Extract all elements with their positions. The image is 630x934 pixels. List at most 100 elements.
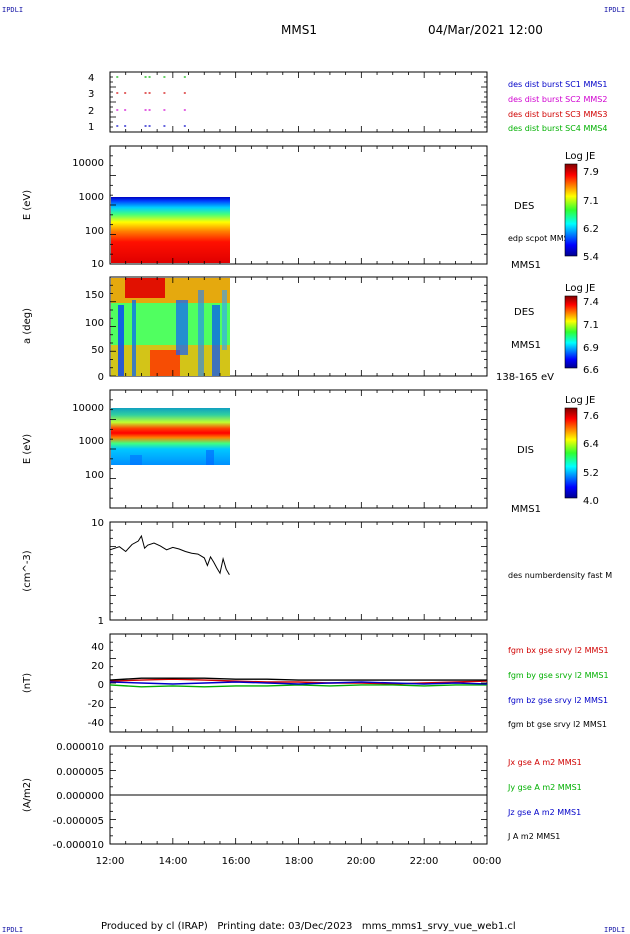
dis-energy-y-ticks: 10000 1000 100 [72, 403, 104, 481]
des-energy-y-ticks: 10000 1000 100 10 [72, 158, 104, 270]
tick-label: 10 [91, 259, 104, 270]
dis-energy-instrument-label: DIS [517, 445, 534, 456]
dis-energy-ylabel: E (eV) [22, 434, 33, 464]
bfield-legend: fgm bx gse srvy l2 MMS1 fgm by gse srvy … [508, 646, 609, 729]
colorbar-tick: 6.4 [583, 439, 599, 450]
footer-credits: Produced by cl (IRAP) Printing date: 03/… [101, 921, 516, 932]
tick-label: 0.000010 [56, 742, 104, 753]
des-pitch-ylabel: a (deg) [22, 308, 33, 344]
tick-label: 50 [91, 345, 104, 356]
des-energy-instrument-label: DES [514, 201, 534, 212]
x-tick-label: 14:00 [159, 856, 188, 867]
dis-energy-colorbar: Log JE 7.6 6.4 5.2 4.0 [564, 395, 599, 507]
legend-entry: des dist burst SC3 MMS3 [508, 110, 607, 119]
legend-entry: fgm bt gse srvy l2 MMS1 [508, 720, 607, 729]
corner-label-top-left: IPDLI [2, 6, 23, 14]
des-energy-spectrogram [111, 197, 230, 263]
tick-label: 2 [88, 106, 94, 117]
tick-label: 40 [91, 642, 104, 653]
des-pitch-y-ticks: 150 100 50 0 [85, 290, 104, 383]
tick-label: -0.000005 [53, 816, 104, 827]
corner-label-top-right: IPDLI [604, 6, 625, 14]
legend-entry: des dist burst SC1 MMS1 [508, 80, 607, 89]
tick-label: 100 [85, 318, 104, 329]
tick-label: 4 [88, 73, 94, 84]
tick-label: 100 [85, 226, 104, 237]
colorbar-tick: 7.1 [583, 320, 599, 331]
legend-entry: des dist burst SC2 MMS2 [508, 95, 607, 104]
legend-entry: Jx gse A m2 MMS1 [507, 758, 582, 767]
colorbar-tick: 7.9 [583, 167, 599, 178]
colorbar-gradient [564, 407, 578, 499]
dis-energy-sc-label: MMS1 [511, 504, 541, 515]
des-pitch-sc-label: MMS1 [511, 340, 541, 351]
x-tick-label: 00:00 [473, 856, 502, 867]
tick-label: -0.000010 [53, 840, 104, 851]
des-energy-colorbar: Log JE 7.9 7.1 6.2 5.4 [564, 151, 599, 263]
density-series-line [109, 534, 230, 575]
chart-marks [109, 76, 488, 796]
tick-label: 0 [98, 680, 104, 691]
tick-label: 1000 [79, 192, 104, 203]
x-tick-label: 16:00 [222, 856, 251, 867]
colorbar-title: Log JE [565, 151, 595, 162]
tick-label: 10 [91, 518, 104, 529]
legend-entry: Jy gse A m2 MMS1 [507, 783, 582, 792]
scpot-label: edp scpot MMS1 [508, 234, 574, 243]
colorbar-tick: 7.6 [583, 411, 599, 422]
current-ylabel: (A/m2) [22, 778, 33, 812]
colorbar-tick: 7.4 [583, 297, 599, 308]
axes-layer [109, 71, 488, 845]
tick-label: 10000 [72, 403, 104, 414]
x-tick-label: 20:00 [347, 856, 376, 867]
tick-label: 1 [88, 122, 94, 133]
tick-label: 0.000005 [56, 767, 104, 778]
bfield-series-line [109, 681, 488, 685]
legend-entry: des dist burst SC4 MMS4 [508, 124, 607, 133]
des-energy-sc-label: MMS1 [511, 260, 541, 271]
colorbar-gradient [564, 295, 578, 369]
colorbar-tick: 6.9 [583, 343, 599, 354]
x-tick-label: 12:00 [96, 856, 125, 867]
colorbar-tick: 6.2 [583, 224, 599, 235]
des-pitch-colorbar: Log JE 7.4 7.1 6.9 6.6 [564, 283, 599, 376]
bfield-series-line [109, 677, 487, 681]
tick-label: 10000 [72, 158, 104, 169]
density-y-ticks: 10 1 [91, 518, 104, 627]
colorbar-tick: 4.0 [583, 496, 599, 507]
tick-label: 1 [98, 616, 104, 627]
bfield-y-ticks: 40 20 0 -20 -40 [88, 642, 104, 729]
tick-label: 20 [91, 661, 104, 672]
density-legend: des numberdensity fast M [508, 571, 612, 580]
current-legend: Jx gse A m2 MMS1 Jy gse A m2 MMS1 Jz gse… [507, 758, 582, 841]
tick-label: 0.000000 [56, 791, 104, 802]
burst-legend: des dist burst SC1 MMS1 des dist burst S… [508, 80, 607, 133]
des-energy-ylabel: E (eV) [22, 190, 33, 220]
density-ylabel: (cm^-3) [22, 550, 33, 591]
x-tick-label: 22:00 [410, 856, 439, 867]
corner-label-bottom-right: IPDLI [604, 926, 625, 934]
corner-label-bottom-left: IPDLI [2, 926, 23, 934]
current-y-ticks: 0.000010 0.000005 0.000000 -0.000005 -0.… [53, 742, 104, 851]
dis-energy-spectrogram [111, 408, 230, 465]
bfield-series-line [109, 684, 487, 688]
colorbar-tick: 5.4 [583, 252, 599, 263]
tick-label: 150 [85, 290, 104, 301]
plot-title: MMS1 [281, 23, 317, 37]
colorbar-tick: 5.2 [583, 468, 599, 479]
tick-label: -40 [88, 718, 104, 729]
tick-label: 100 [85, 470, 104, 481]
plot-datetime: 04/Mar/2021 12:00 [428, 23, 543, 37]
legend-entry: fgm bx gse srvy l2 MMS1 [508, 646, 609, 655]
panel-density-frame [109, 521, 488, 621]
legend-entry: J A m2 MMS1 [507, 832, 560, 841]
x-tick-labels: 12:00 14:00 16:00 18:00 20:00 22:00 00:0… [96, 856, 502, 867]
tick-label: 1000 [79, 436, 104, 447]
legend-entry: Jz gse A m2 MMS1 [507, 808, 581, 817]
colorbar-title: Log JE [565, 283, 595, 294]
des-pitch-spectrogram [111, 278, 230, 376]
tick-label: -20 [88, 699, 104, 710]
panel-burst-frame [109, 71, 488, 133]
legend-entry: fgm by gse srvy l2 MMS1 [508, 671, 609, 680]
